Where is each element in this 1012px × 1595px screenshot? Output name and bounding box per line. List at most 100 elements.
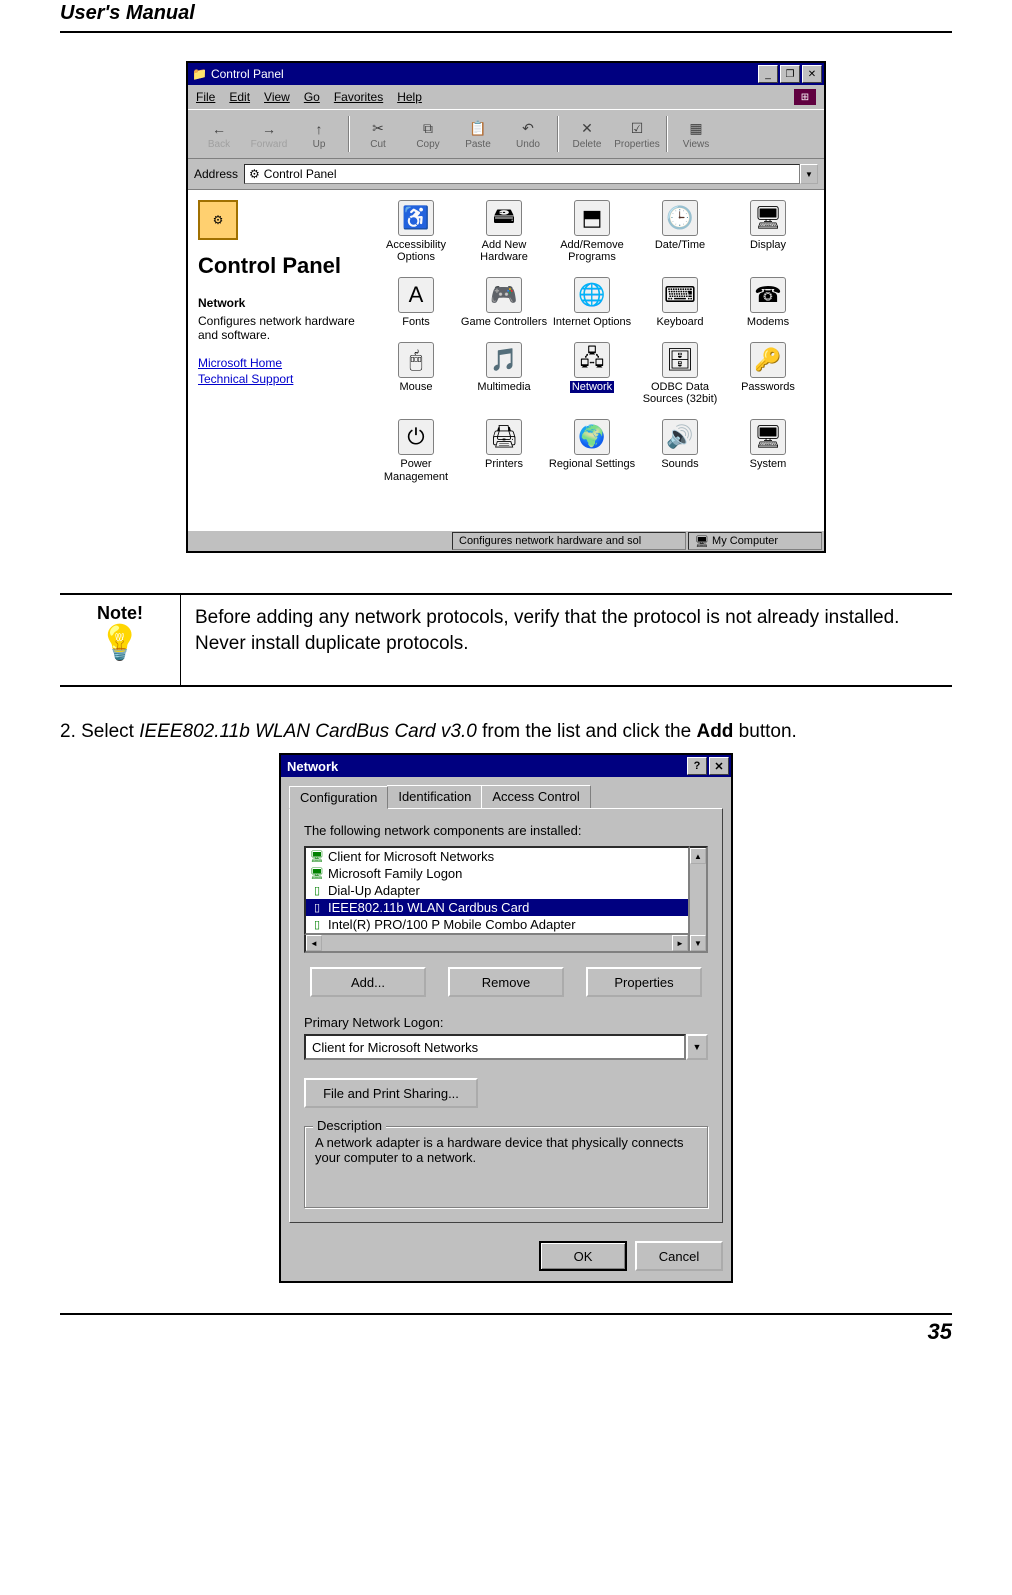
menu-edit[interactable]: Edit	[229, 90, 250, 104]
list-item[interactable]: ▯IEEE802.11b WLAN Cardbus Card	[306, 899, 688, 916]
tab-configuration[interactable]: Configuration	[289, 786, 388, 809]
network-dialog: Network ? ✕ Configuration Identification…	[279, 753, 733, 1283]
tab-access-control[interactable]: Access Control	[481, 785, 590, 808]
net-title-text: Network	[287, 759, 338, 774]
h-scrollbar[interactable]: ◄►	[304, 935, 690, 953]
cp-icon-printers[interactable]: 🖨Printers	[460, 415, 548, 492]
note-text: Before adding any network protocols, ver…	[180, 595, 952, 685]
menu-go[interactable]: Go	[304, 90, 320, 104]
description-text: A network adapter is a hardware device t…	[315, 1135, 697, 1165]
folder-icon: 📁	[192, 67, 207, 81]
toolbar-properties[interactable]: ☑Properties	[612, 119, 662, 150]
settings-icon: ⚙	[249, 167, 260, 181]
status-text: Configures network hardware and sol	[452, 532, 686, 550]
cp-icon-keyboard[interactable]: ⌨Keyboard	[636, 273, 724, 338]
throbber-icon: ⊞	[794, 89, 816, 105]
menu-favorites[interactable]: Favorites	[334, 90, 383, 104]
cp-icon-fonts[interactable]: AFonts	[372, 273, 460, 338]
menu-file[interactable]: File	[196, 90, 215, 104]
control-panel-icon: ⚙	[198, 200, 238, 240]
v-scrollbar[interactable]: ▲▼	[690, 846, 708, 953]
net-tabs: Configuration Identification Access Cont…	[289, 785, 723, 808]
cp-icon-mouse[interactable]: 🖱Mouse	[372, 338, 460, 415]
ok-button[interactable]: OK	[539, 1241, 627, 1271]
step-2-text: 2. Select IEEE802.11b WLAN CardBus Card …	[60, 717, 952, 747]
toolbar-views[interactable]: ▦Views	[671, 119, 721, 150]
remove-button[interactable]: Remove	[448, 967, 564, 997]
net-titlebar: Network ? ✕	[281, 755, 731, 777]
cp-titlebar: 📁 Control Panel _ ❐ ✕	[188, 63, 824, 85]
list-item[interactable]: 🖥Microsoft Family Logon	[306, 865, 688, 882]
cp-icon-display[interactable]: 🖥Display	[724, 196, 812, 273]
dropdown-button[interactable]: ▼	[686, 1034, 708, 1060]
address-dropdown-button[interactable]: ▼	[800, 164, 818, 184]
cp-icon-multimedia[interactable]: 🎵Multimedia	[460, 338, 548, 415]
lightbulb-icon: 💡	[60, 626, 180, 660]
close-button[interactable]: ✕	[709, 757, 729, 775]
status-zone: 🖥 My Computer	[688, 532, 822, 550]
toolbar-up[interactable]: ↑Up	[294, 119, 344, 150]
primary-logon-label: Primary Network Logon:	[304, 1015, 708, 1030]
cp-icon-regional-settings[interactable]: 🌍Regional Settings	[548, 415, 636, 492]
address-value: Control Panel	[264, 167, 337, 181]
cp-address-bar: Address ⚙ Control Panel ▼	[188, 159, 824, 190]
toolbar-cut[interactable]: ✂Cut	[353, 119, 403, 150]
properties-button[interactable]: Properties	[586, 967, 702, 997]
toolbar-delete[interactable]: ✕Delete	[562, 119, 612, 150]
cp-icon-internet-options[interactable]: 🌐Internet Options	[548, 273, 636, 338]
cp-side-heading: Network	[198, 296, 358, 310]
menu-help[interactable]: Help	[397, 90, 422, 104]
cp-icon-grid: ♿Accessibility Options🖴Add New Hardware⬒…	[368, 190, 824, 530]
cp-icon-power-management[interactable]: ⏻Power Management	[372, 415, 460, 492]
cp-side-desc: Configures network hardware and software…	[198, 314, 358, 342]
address-field[interactable]: ⚙ Control Panel	[244, 164, 800, 184]
add-button[interactable]: Add...	[310, 967, 426, 997]
my-computer-icon: 🖥	[695, 535, 709, 548]
toolbar-forward[interactable]: →Forward	[244, 119, 294, 150]
description-legend: Description	[313, 1118, 386, 1133]
cp-toolbar: ←Back→Forward↑Up ✂Cut⧉Copy📋Paste↶Undo ✕Del…	[188, 109, 824, 159]
cp-icon-date-time[interactable]: 🕒Date/Time	[636, 196, 724, 273]
toolbar-undo[interactable]: ↶Undo	[503, 119, 553, 150]
components-listbox[interactable]: 🖥Client for Microsoft Networks🖥Microsoft…	[304, 846, 690, 935]
description-group: Description A network adapter is a hardw…	[304, 1126, 708, 1208]
cp-icon-add-new-hardware[interactable]: 🖴Add New Hardware	[460, 196, 548, 273]
cp-icon-odbc-data-sources-32bit-[interactable]: 🗄ODBC Data Sources (32bit)	[636, 338, 724, 415]
minimize-button[interactable]: _	[758, 65, 778, 83]
help-button[interactable]: ?	[687, 757, 707, 775]
list-item[interactable]: ▯Intel(R) PRO/100 P Mobile Combo Adapter	[306, 916, 688, 933]
page-header: User's Manual	[60, 0, 952, 33]
cp-icon-passwords[interactable]: 🔑Passwords	[724, 338, 812, 415]
cp-icon-game-controllers[interactable]: 🎮Game Controllers	[460, 273, 548, 338]
file-print-sharing-button[interactable]: File and Print Sharing...	[304, 1078, 478, 1108]
cp-side-title: Control Panel	[198, 254, 358, 278]
cp-icon-accessibility-options[interactable]: ♿Accessibility Options	[372, 196, 460, 273]
cp-icon-add-remove-programs[interactable]: ⬒Add/Remove Programs	[548, 196, 636, 273]
control-panel-window: 📁 Control Panel _ ❐ ✕ File Edit View Go …	[186, 61, 826, 553]
cp-icon-system[interactable]: 🖥System	[724, 415, 812, 492]
cp-icon-network[interactable]: 🖧Network	[548, 338, 636, 415]
page-number: 35	[60, 1313, 952, 1345]
note-box: Note! 💡 Before adding any network protoc…	[60, 593, 952, 687]
close-button[interactable]: ✕	[802, 65, 822, 83]
address-label: Address	[194, 167, 238, 181]
toolbar-back[interactable]: ←Back	[194, 119, 244, 150]
cp-menubar: File Edit View Go Favorites Help ⊞	[188, 85, 824, 109]
list-item[interactable]: 🖥Client for Microsoft Networks	[306, 848, 688, 865]
list-item[interactable]: ▯Dial-Up Adapter	[306, 882, 688, 899]
tab-identification[interactable]: Identification	[387, 785, 482, 808]
cancel-button[interactable]: Cancel	[635, 1241, 723, 1271]
maximize-button[interactable]: ❐	[780, 65, 800, 83]
link-tech-support[interactable]: Technical Support	[198, 372, 358, 386]
cp-window-title: Control Panel	[211, 67, 284, 81]
menu-view[interactable]: View	[264, 90, 290, 104]
primary-logon-field[interactable]: Client for Microsoft Networks	[304, 1034, 686, 1060]
link-ms-home[interactable]: Microsoft Home	[198, 356, 358, 370]
cp-statusbar: Configures network hardware and sol 🖥 My…	[188, 530, 824, 551]
cp-sidebar: ⚙ Control Panel Network Configures netwo…	[188, 190, 368, 530]
toolbar-paste[interactable]: 📋Paste	[453, 119, 503, 150]
toolbar-copy[interactable]: ⧉Copy	[403, 119, 453, 150]
cp-icon-modems[interactable]: ☎Modems	[724, 273, 812, 338]
cp-icon-sounds[interactable]: 🔊Sounds	[636, 415, 724, 492]
installed-label: The following network components are ins…	[304, 823, 708, 838]
